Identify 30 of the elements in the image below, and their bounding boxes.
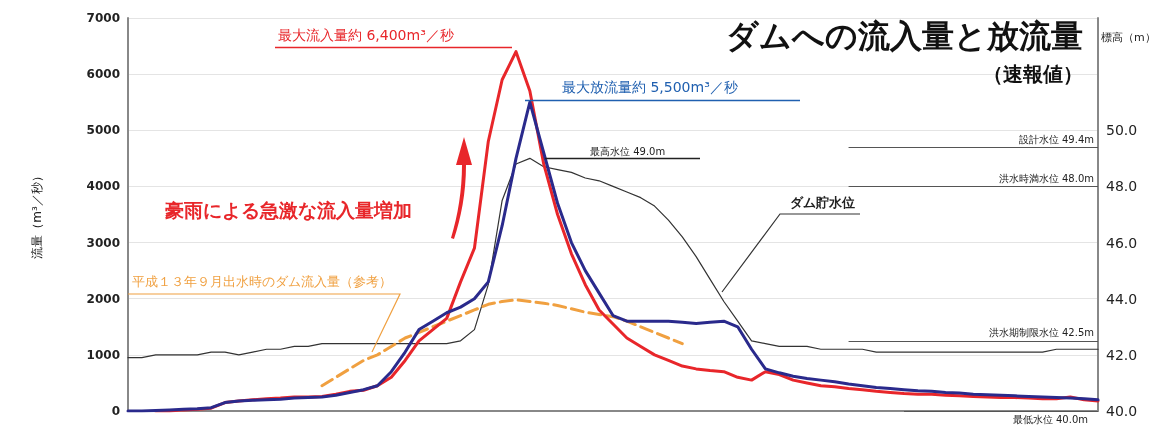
line-series (320, 298, 684, 388)
y2-tick-label: 42.0 (1106, 346, 1138, 363)
ref-line-label: 最低水位 40.0m (1012, 413, 1088, 425)
y-tick-label: 1000 (86, 347, 120, 362)
text: （速報値） (983, 62, 1083, 86)
y-tick-label: 0 (111, 404, 120, 418)
annotation: 最大放流量約 5,500m³／秒 (562, 79, 738, 95)
chart-title: ダムへの流入量と放流量 (726, 17, 1083, 55)
y-tick-label: 6000 (86, 67, 120, 82)
annotation: 最大流入量約 6,400m³／秒 (278, 27, 454, 43)
ref-line-label: 洪水期制限水位 42.5m (988, 327, 1094, 339)
y-axis-title: 流量（m³／秒） (30, 170, 44, 259)
text: ダム貯水位 (790, 195, 855, 210)
y2-axis-title: 標高（m） (1101, 31, 1156, 44)
y-tick-label: 7000 (86, 11, 120, 25)
text: 平成１３年９月出水時のダム流入量（参考） (132, 274, 392, 289)
annotation: 豪雨による急激な流入量増加 (164, 198, 412, 221)
annotation: 最高水位 49.0m (590, 145, 666, 157)
y2-tick-label: 48.0 (1106, 178, 1138, 195)
y2-tick-label: 50.0 (1106, 122, 1138, 139)
y-tick-label: 2000 (86, 291, 120, 306)
line-series (127, 157, 1099, 359)
ref-line-label: 設計水位 49.4m (1018, 133, 1094, 145)
y-tick-label: 4000 (86, 179, 120, 194)
y2-tick-label: 40.0 (1106, 403, 1138, 419)
y2-tick-label: 46.0 (1106, 234, 1138, 251)
ref-line-label: 洪水時満水位 48.0m (998, 172, 1094, 184)
y2-tick-label: 44.0 (1106, 290, 1138, 307)
y-tick-label: 5000 (86, 123, 120, 138)
y-tick-label: 3000 (86, 235, 120, 250)
